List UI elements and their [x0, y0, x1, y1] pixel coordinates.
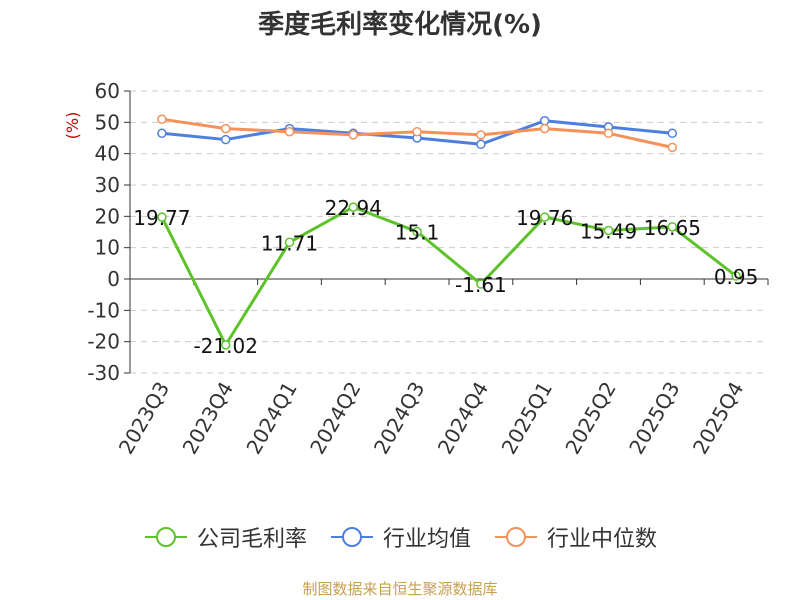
y-tick-label: 60 — [95, 79, 120, 103]
data-point — [348, 130, 359, 140]
legend-marker-icon — [330, 527, 373, 547]
grid-lines — [130, 90, 768, 374]
data-point — [667, 142, 678, 153]
data-point — [731, 271, 741, 281]
y-tick-label: 50 — [95, 110, 120, 134]
data-label: 22.94 — [325, 196, 382, 220]
data-label: 15.1 — [395, 221, 440, 245]
data-point — [157, 212, 167, 222]
data-label: -21.02 — [193, 334, 257, 358]
x-tick-label: 2024Q4 — [433, 378, 493, 459]
data-point — [476, 139, 486, 150]
data-label: -1.61 — [455, 273, 507, 297]
legend-item[interactable]: 公司毛利率 — [143, 521, 307, 553]
data-point — [157, 128, 167, 139]
data-point — [157, 114, 167, 124]
x-tick-label: 2025Q1 — [497, 378, 557, 459]
data-point — [220, 123, 231, 134]
data-labels: 19.77 -21.02 11.71 22.94 15.1 -1.61 19.76 15.49… — [133, 196, 758, 358]
y-tick-label: 30 — [95, 173, 120, 197]
data-point — [603, 128, 614, 139]
series-line — [160, 205, 738, 347]
x-tick-label: 2025Q2 — [560, 378, 620, 459]
y-tick-label: -20 — [87, 330, 120, 354]
data-point — [220, 340, 231, 350]
data-label: 19.77 — [133, 206, 190, 230]
source-note: 制图数据来自恒生聚源数据库 — [302, 580, 498, 598]
y-tick-label: 40 — [95, 142, 120, 166]
x-tick-label: 2024Q1 — [241, 378, 301, 459]
data-point — [220, 134, 231, 145]
data-point — [476, 279, 486, 289]
y-tick-label: 0 — [107, 267, 120, 291]
legend-item[interactable]: 行业均值 — [329, 521, 471, 553]
y-tick-label: 10 — [95, 236, 120, 260]
legend-label: 公司毛利率 — [196, 527, 307, 552]
y-tick-label: 20 — [95, 204, 120, 228]
data-label: 19.76 — [516, 206, 573, 230]
x-tick-label: 2025Q3 — [624, 378, 684, 459]
x-tick-label: 2024Q2 — [305, 378, 365, 459]
data-label: 0.95 — [714, 265, 759, 289]
chart-title: 季度毛利率变化情况(%) — [258, 10, 542, 40]
data-point — [539, 123, 550, 134]
data-label: 11.71 — [261, 231, 318, 255]
data-point — [348, 202, 359, 212]
y-tick-label: -10 — [87, 298, 120, 322]
x-tick-label: 2023Q4 — [178, 378, 238, 459]
data-point — [284, 237, 295, 248]
data-point — [476, 130, 486, 140]
legend-marker-icon — [144, 527, 187, 547]
legend-marker-icon — [495, 527, 537, 547]
data-point — [284, 126, 295, 137]
data-label: 16.65 — [644, 216, 701, 240]
data-point — [667, 128, 678, 139]
data-point — [603, 225, 614, 236]
data-point — [412, 126, 422, 137]
x-tick-label: 2024Q3 — [369, 378, 429, 459]
x-tick-label: 2023Q3 — [114, 378, 174, 459]
data-point — [667, 222, 678, 232]
data-point — [539, 212, 550, 222]
y-axis-label: (%) — [63, 112, 82, 140]
legend-label: 行业均值 — [382, 527, 471, 552]
series — [157, 114, 741, 350]
legend-label: 行业中位数 — [547, 527, 658, 552]
legend-item[interactable]: 行业中位数 — [493, 521, 657, 553]
legend: 公司毛利率 行业均值 行业中位数 — [0, 520, 800, 554]
y-tick-label: -30 — [87, 361, 120, 385]
data-label: 15.49 — [580, 219, 637, 243]
x-tick-label: 2025Q4 — [688, 378, 748, 459]
data-point — [412, 226, 422, 237]
data-point — [539, 116, 550, 126]
